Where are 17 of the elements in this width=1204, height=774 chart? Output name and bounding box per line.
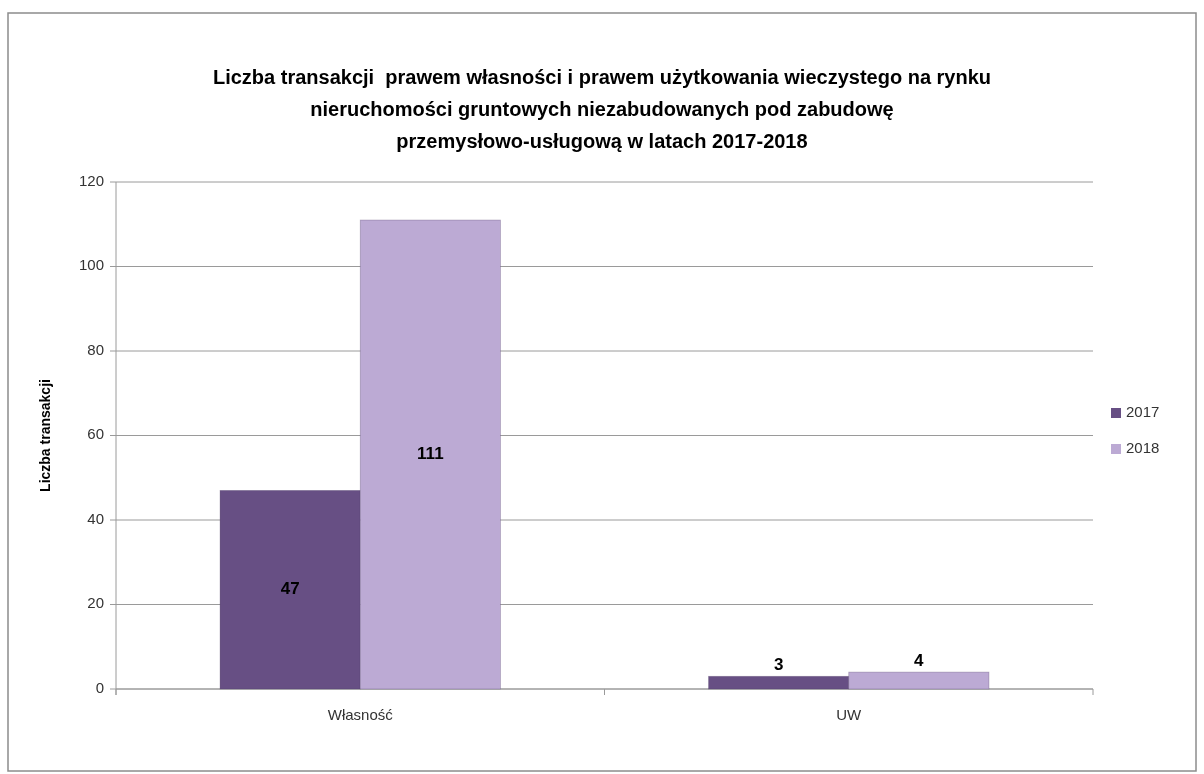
y-tick-label: 40 (87, 509, 104, 527)
legend-label: 2018 (1126, 438, 1160, 456)
y-axis-title: Liczba transakcji (37, 379, 53, 492)
data-label: 3 (773, 655, 784, 675)
x-tick-label: Własność (327, 706, 394, 723)
legend-label: 2017 (1126, 402, 1160, 420)
y-tick-label: 80 (87, 340, 104, 358)
y-tick-label: 60 (87, 425, 104, 443)
y-tick-label: 0 (95, 678, 104, 696)
y-tick-label: 120 (78, 171, 104, 189)
data-label: 4 (914, 651, 925, 671)
data-label: 111 (417, 444, 444, 463)
data-label: 47 (280, 579, 300, 599)
x-tick-label: UW (836, 706, 863, 723)
y-tick-label: 100 (78, 256, 104, 274)
y-tick-label: 20 (87, 594, 104, 612)
chart-title: Liczba transakcji prawem własności i prawem użytkowania wieczystego na rynku nieruchomości gruntowych niezabudowanych pod zabudowę przemysłowo-usługową w latach 2017-2018 (212, 66, 992, 152)
